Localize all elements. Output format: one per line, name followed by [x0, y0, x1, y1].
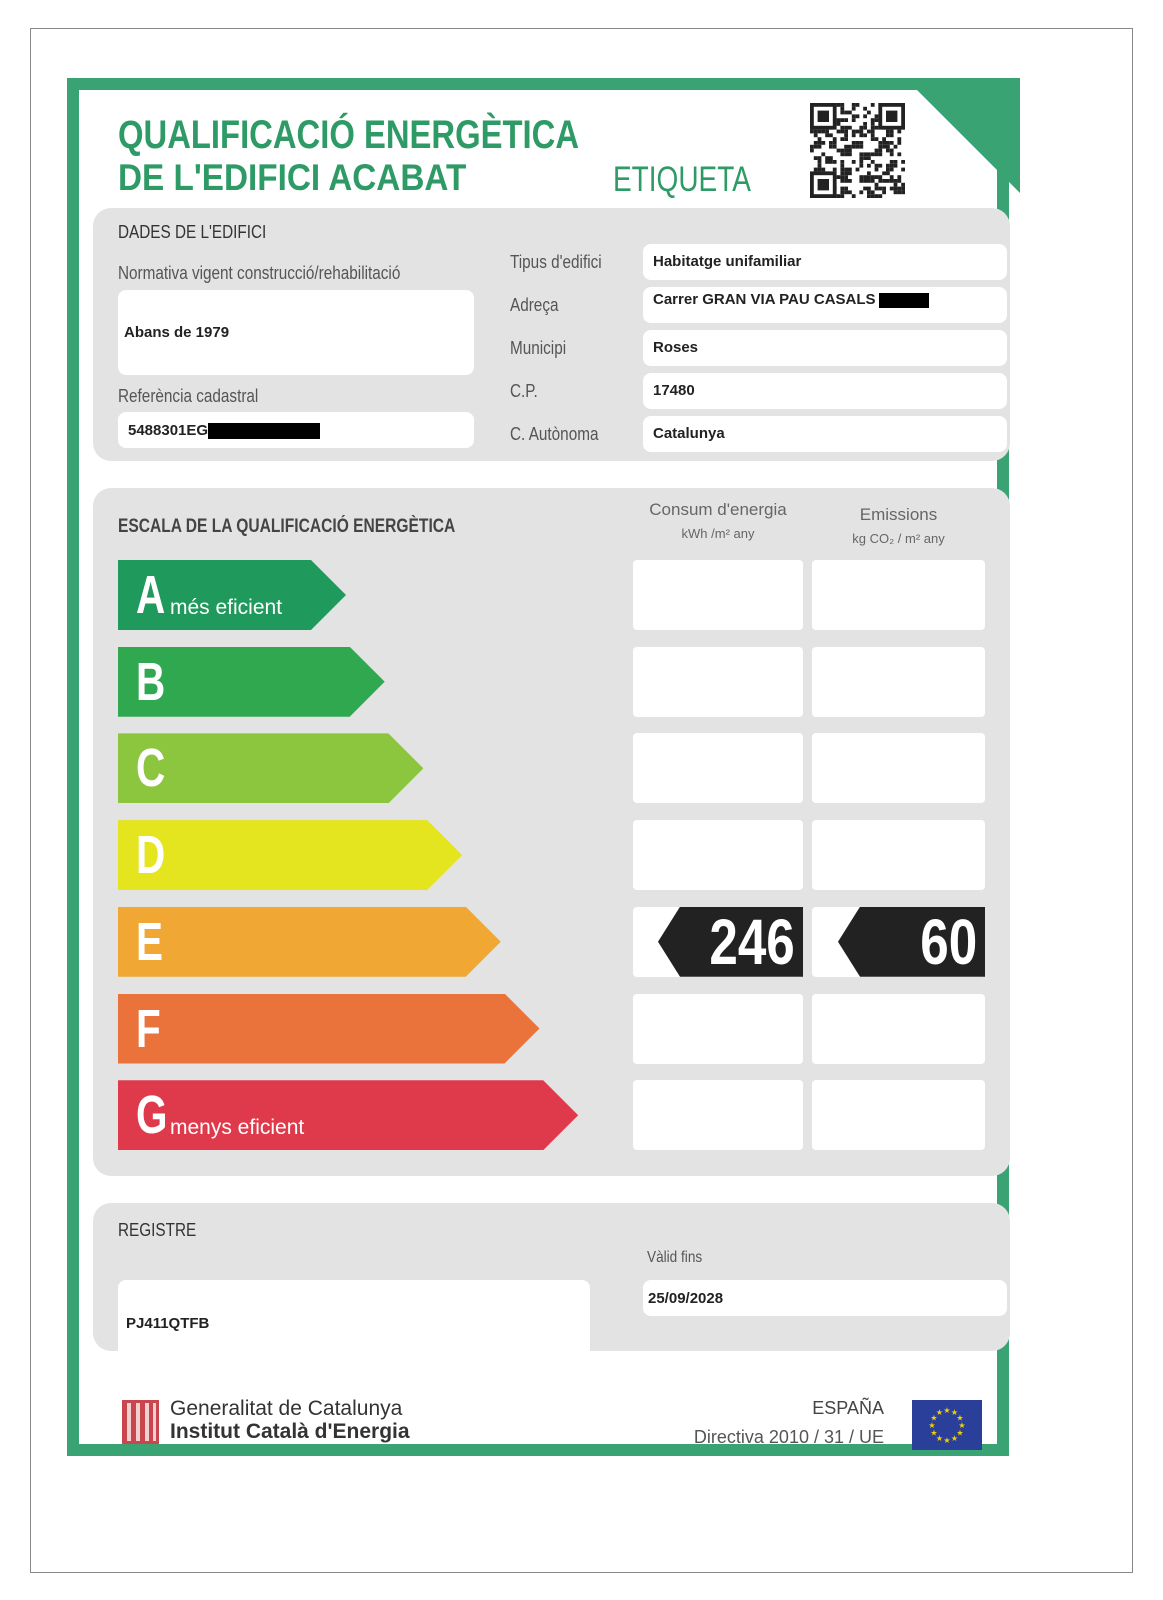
title-line1: QUALIFICACIÓ ENERGÈTICA	[118, 113, 580, 157]
svg-text:★: ★	[951, 1408, 958, 1417]
svg-text:★: ★	[956, 1414, 963, 1423]
svg-text:★: ★	[958, 1421, 965, 1430]
class-letter: E	[136, 911, 164, 972]
corner-decoration	[905, 78, 1020, 193]
redaction	[208, 423, 321, 440]
energy-column-header: Consum d'energia kWh /m² any	[649, 500, 787, 541]
building-field-value: Habitatge unifamiliar	[653, 253, 802, 270]
cadastral-value: 5488301EG	[128, 422, 209, 439]
building-field: Roses	[643, 330, 1007, 366]
class-letter: D	[136, 825, 166, 886]
svg-text:★: ★	[928, 1421, 935, 1430]
svg-text:★: ★	[951, 1434, 958, 1443]
building-field-value: Catalunya	[653, 425, 725, 442]
class-letter: G	[136, 1085, 168, 1146]
emissions-cell	[812, 993, 985, 1064]
page-edge	[30, 28, 1133, 1573]
svg-text:★: ★	[936, 1434, 943, 1443]
class-description: més eficient	[170, 596, 283, 619]
building-field-label: Adreça	[510, 295, 559, 315]
emissions-value: 60	[920, 905, 977, 978]
energy-cell	[633, 1080, 803, 1151]
directive-label: Directiva 2010 / 31 / UE	[693, 1427, 884, 1447]
valid-value: 25/09/2028	[648, 1290, 724, 1307]
svg-text:★: ★	[936, 1408, 943, 1417]
energy-cell	[633, 560, 803, 630]
qr-code-icon	[810, 103, 905, 198]
valid-label: Vàlid fins	[647, 1249, 703, 1266]
energy-cell	[633, 820, 803, 891]
cadastral-label: Referència cadastral	[118, 386, 259, 406]
building-field-label: C.P.	[510, 381, 538, 401]
energy-class-f: F	[118, 993, 540, 1064]
redaction	[878, 292, 929, 308]
svg-text:★: ★	[943, 1436, 950, 1445]
emissions-cell	[812, 820, 985, 891]
org-name-1: Generalitat de Catalunya	[170, 1397, 403, 1420]
building-field: Catalunya	[643, 416, 1007, 452]
generalitat-logo-icon	[122, 1400, 159, 1444]
energy-class-a: A més eficient	[118, 560, 346, 630]
registry-field-bg	[118, 1280, 590, 1368]
emissions-cell	[812, 646, 985, 717]
etiqueta-label: ETIQUETA	[613, 160, 751, 199]
normativa-label: Normativa vigent construcció/rehabilitac…	[118, 263, 401, 283]
title-line2: DE L'EDIFICI ACABAT	[118, 157, 467, 198]
valid-field	[643, 1280, 1007, 1316]
energy-cell	[633, 993, 803, 1064]
class-letter: F	[136, 998, 161, 1059]
emissions-cell	[812, 1080, 985, 1151]
energy-rating-indicator: 246	[658, 905, 803, 978]
emissions-column-header: Emissions kg CO₂ / m² any	[852, 505, 945, 546]
energy-class-e: E	[118, 906, 501, 977]
building-field-label: C. Autònoma	[510, 424, 599, 444]
registry-value: PJ411QTFB	[126, 1315, 210, 1332]
emissions-rating-indicator: 60	[838, 905, 985, 978]
normativa-value: Abans de 1979	[124, 324, 230, 341]
class-letter: A	[136, 565, 166, 625]
registry-label: REGISTRE	[118, 1220, 197, 1240]
energy-cell	[633, 733, 803, 804]
class-description: menys eficient	[170, 1116, 305, 1140]
energy-cell	[633, 646, 803, 717]
svg-text:★: ★	[930, 1429, 937, 1438]
building-field: Habitatge unifamiliar	[643, 244, 1007, 280]
eu-flag-icon: ★★★★★★★★★ ★ ★★	[912, 1400, 982, 1450]
building-field: 17480	[643, 373, 1007, 409]
energy-class-c: C	[118, 733, 424, 804]
building-field-value: Carrer GRAN VIA PAU CASALS	[653, 291, 876, 308]
emissions-cell	[812, 560, 985, 630]
building-field-value: Roses	[653, 339, 699, 356]
building-field-label: Tipus d'edifici	[510, 252, 602, 272]
class-letter: C	[136, 738, 166, 799]
scale-title: ESCALA DE LA QUALIFICACIÓ ENERGÈTICA	[118, 516, 456, 537]
building-field: Carrer GRAN VIA PAU CASALS	[643, 287, 1007, 323]
cadastral-field: 5488301EG	[118, 412, 474, 448]
building-field-value: 17480	[653, 382, 695, 399]
energy-value: 246	[709, 905, 795, 978]
org-name-2: Institut Català d'Energia	[170, 1420, 410, 1443]
energy-class-b: B	[118, 646, 385, 717]
building-field-label: Municipi	[510, 338, 567, 358]
energy-class-d: D	[118, 820, 463, 891]
svg-text:★: ★	[943, 1406, 950, 1415]
svg-text:★: ★	[956, 1429, 963, 1438]
building-section-title: DADES DE L'EDIFICI	[118, 222, 267, 242]
normativa-field: Abans de 1979	[118, 290, 474, 375]
svg-text:★: ★	[930, 1414, 937, 1423]
energy-class-g: G menys eficient	[118, 1080, 579, 1151]
country-label: ESPAÑA	[812, 1398, 884, 1418]
emissions-cell	[812, 733, 985, 804]
class-letter: B	[136, 651, 166, 712]
